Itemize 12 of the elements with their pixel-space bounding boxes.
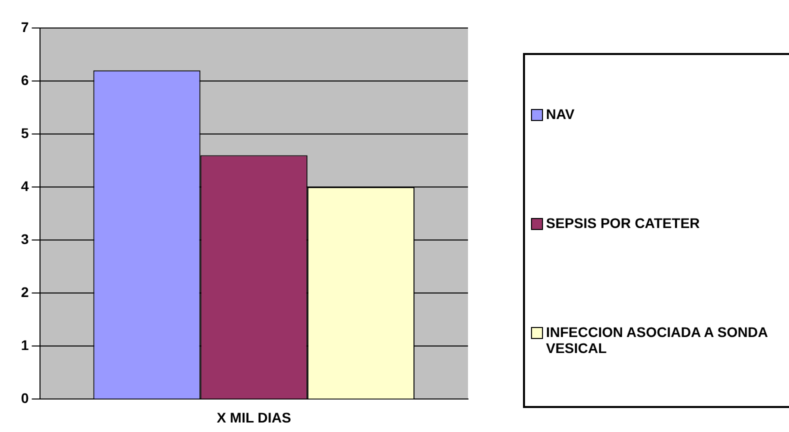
legend-label: SEPSIS POR CATETER (546, 214, 700, 230)
y-tick-label: 7 (20, 18, 29, 35)
legend-label: NAV (546, 106, 575, 122)
y-tick-label: 5 (20, 124, 29, 141)
y-tick-label: 2 (20, 284, 29, 300)
legend-label: INFECCION ASOCIADA A SONDA VESICAL (546, 324, 768, 356)
y-tick-label: 0 (20, 390, 29, 406)
y-tick-label: 4 (20, 178, 29, 194)
y-tick-label: 6 (20, 72, 29, 88)
y-tick-label: 3 (20, 230, 29, 247)
y-tick-label: 1 (20, 337, 29, 354)
x-tick-label: X MIL DIAS (216, 409, 292, 426)
